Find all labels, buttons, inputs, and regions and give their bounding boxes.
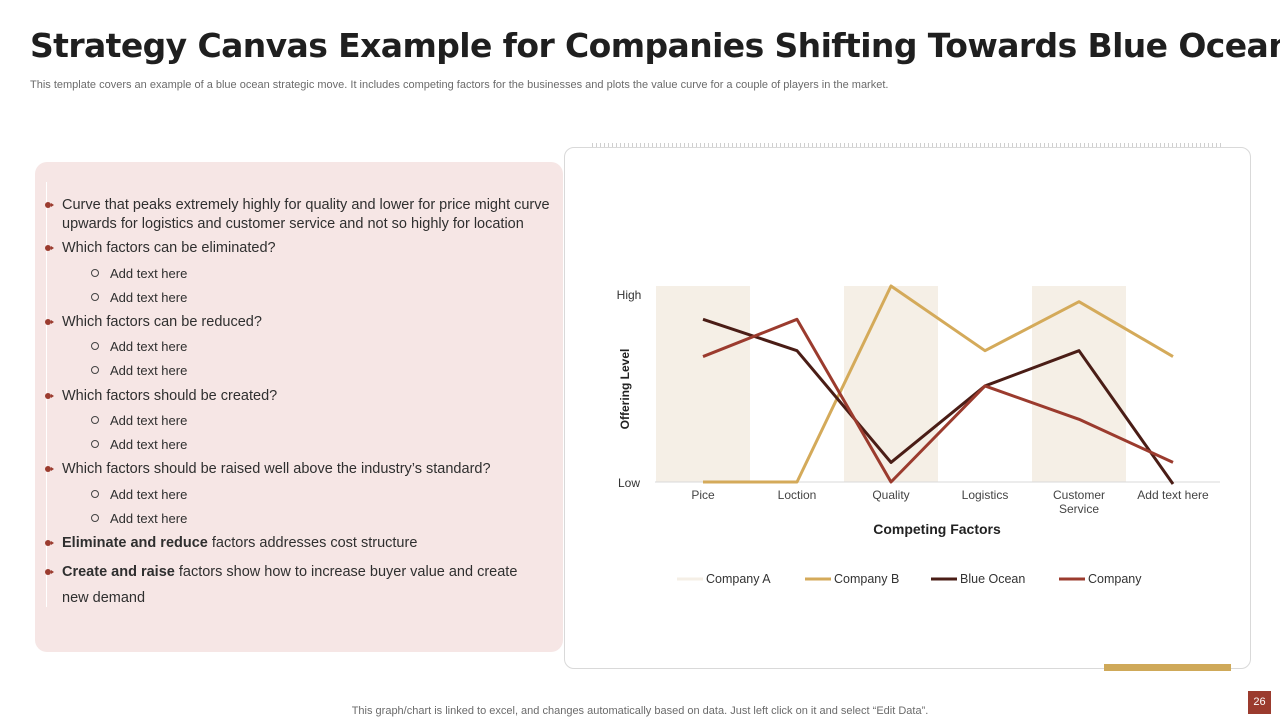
sub-item-placeholder: Add text here <box>91 339 188 354</box>
bullet-eliminate-reduce: Eliminate and reduce factors addresses c… <box>45 534 558 553</box>
bar-company-a-0 <box>656 286 750 482</box>
bullet-bold-text: Create and raise <box>62 564 175 580</box>
chart-card: Pice Loction Quality Logistics Customer Servi… <box>564 147 1251 669</box>
y-axis-label: Offering Level <box>618 349 632 430</box>
page-title: Strategy Canvas Example for Companies Sh… <box>30 26 1280 65</box>
bullet-text: Curve that peaks extremely highly for qu… <box>62 197 550 232</box>
x-tick-label: Quality <box>872 488 909 502</box>
bullet-icon <box>45 202 54 208</box>
y-tick-low: Low <box>618 476 640 490</box>
bullet-text: Which factors can be eliminated? <box>62 240 276 256</box>
sub-item-text: Add text here <box>110 266 188 281</box>
sub-item-text: Add text here <box>110 487 188 502</box>
sub-item-text: Add text here <box>110 290 188 305</box>
bullet-question-raised: Which factors should be raised well abov… <box>45 460 558 479</box>
sub-item-text: Add text here <box>110 413 188 428</box>
page-subtitle: This template covers an example of a blu… <box>30 79 889 91</box>
sub-item-text: Add text here <box>110 511 188 526</box>
circle-bullet-icon <box>91 514 99 522</box>
bar-company-a-4 <box>1032 286 1126 482</box>
line-company <box>702 317 1174 484</box>
bullet-question-reduced: Which factors can be reduced? <box>45 313 558 332</box>
bullet-icon <box>45 569 54 575</box>
sub-item-text: Add text here <box>110 339 188 354</box>
footer-note: This graph/chart is linked to excel, and… <box>351 705 929 717</box>
page-number: 26 <box>1248 691 1271 714</box>
line-blue-ocean <box>702 317 1175 485</box>
sub-item-text: Add text here <box>110 363 188 378</box>
sub-item-placeholder: Add text here <box>91 413 188 428</box>
bullet-text: factors show how to increase buyer value… <box>62 564 518 606</box>
bullet-create-raise: Create and raise factors show how to inc… <box>45 559 532 611</box>
bar-company-a-2 <box>844 286 938 482</box>
bullet-icon <box>45 466 54 472</box>
bullet-icon <box>45 319 54 325</box>
x-tick-label: Logistics <box>962 488 1009 502</box>
bullet-text: Which factors can be reduced? <box>62 314 262 330</box>
sub-item-placeholder: Add text here <box>91 266 188 281</box>
bullet-question-eliminated: Which factors can be eliminated? <box>45 239 558 258</box>
bullet-icon <box>45 245 54 251</box>
bullet-icon <box>45 540 54 546</box>
sub-item-placeholder: Add text here <box>91 487 188 502</box>
circle-bullet-icon <box>91 490 99 498</box>
sub-item-placeholder: Add text here <box>91 290 188 305</box>
x-tick-label: Customer Service <box>1053 488 1105 516</box>
y-tick-high: High <box>617 288 642 302</box>
x-tick-label: Loction <box>778 488 817 502</box>
strategy-canvas-chart[interactable]: Pice Loction Quality Logistics Customer Servi… <box>565 148 1250 668</box>
x-axis-label: Competing Factors <box>873 521 1001 537</box>
legend-label-company-b: Company B <box>834 572 899 586</box>
bullet-curve-description: Curve that peaks extremely highly for qu… <box>45 196 558 234</box>
bullet-question-created: Which factors should be created? <box>45 387 558 406</box>
line-company-b <box>703 284 1174 484</box>
circle-bullet-icon <box>91 440 99 448</box>
sub-item-placeholder: Add text here <box>91 363 188 378</box>
legend-label-company-a: Company A <box>706 572 771 586</box>
accent-bar <box>1104 664 1231 671</box>
legend-label-blue-ocean: Blue Ocean <box>960 572 1025 586</box>
bullet-text: factors addresses cost structure <box>207 535 418 551</box>
circle-bullet-icon <box>91 269 99 277</box>
sub-item-placeholder: Add text here <box>91 511 188 526</box>
bullet-icon <box>45 393 54 399</box>
circle-bullet-icon <box>91 416 99 424</box>
left-panel <box>35 162 563 652</box>
bullet-text: Which factors should be created? <box>62 388 278 404</box>
circle-bullet-icon <box>91 366 99 374</box>
bullet-text: Which factors should be raised well abov… <box>62 461 491 477</box>
sub-item-text: Add text here <box>110 437 188 452</box>
x-tick-label: Add text here <box>1137 488 1209 502</box>
sub-item-placeholder: Add text here <box>91 437 188 452</box>
x-tick-label: Pice <box>691 488 715 502</box>
bullet-bold-text: Eliminate and reduce <box>62 535 208 551</box>
circle-bullet-icon <box>91 342 99 350</box>
legend-label-company: Company <box>1088 572 1142 586</box>
circle-bullet-icon <box>91 293 99 301</box>
